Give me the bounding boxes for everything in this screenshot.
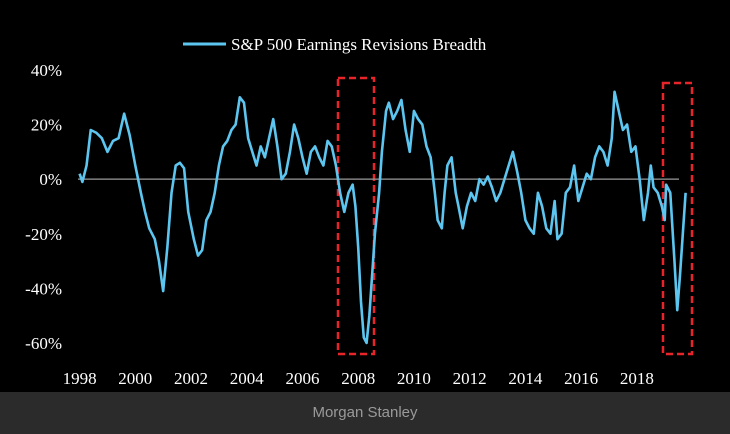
- y-tick-label: -60%: [25, 334, 62, 353]
- x-tick-label: 2000: [118, 369, 152, 388]
- x-tick-label: 1998: [63, 369, 97, 388]
- y-tick-label: -40%: [25, 279, 62, 298]
- highlight-box: [661, 81, 694, 356]
- x-tick-label: 2014: [508, 369, 543, 388]
- y-tick-label: 0%: [39, 170, 62, 189]
- x-tick-label: 2006: [285, 369, 319, 388]
- x-tick-label: 2010: [397, 369, 431, 388]
- x-tick-label: 2018: [620, 369, 654, 388]
- chart: 40% 20% 0% -20% -40% -60%1998 2000 2002 2004 2006…: [0, 0, 730, 392]
- highlight-box: [336, 76, 376, 356]
- x-tick-label: 2002: [174, 369, 208, 388]
- x-tick-label: 2012: [453, 369, 487, 388]
- y-tick-label: 20%: [31, 116, 62, 135]
- chart-background: [0, 0, 730, 392]
- footer-caption: Morgan Stanley: [0, 392, 730, 434]
- x-tick-label: 2016: [564, 369, 598, 388]
- y-tick-label: -20%: [25, 225, 62, 244]
- x-tick-label: 2008: [341, 369, 375, 388]
- x-tick-label: 2004: [230, 369, 265, 388]
- y-tick-label: 40%: [31, 61, 62, 80]
- legend-label: S&P 500 Earnings Revisions Breadth: [231, 35, 487, 54]
- data-line: [78, 90, 687, 345]
